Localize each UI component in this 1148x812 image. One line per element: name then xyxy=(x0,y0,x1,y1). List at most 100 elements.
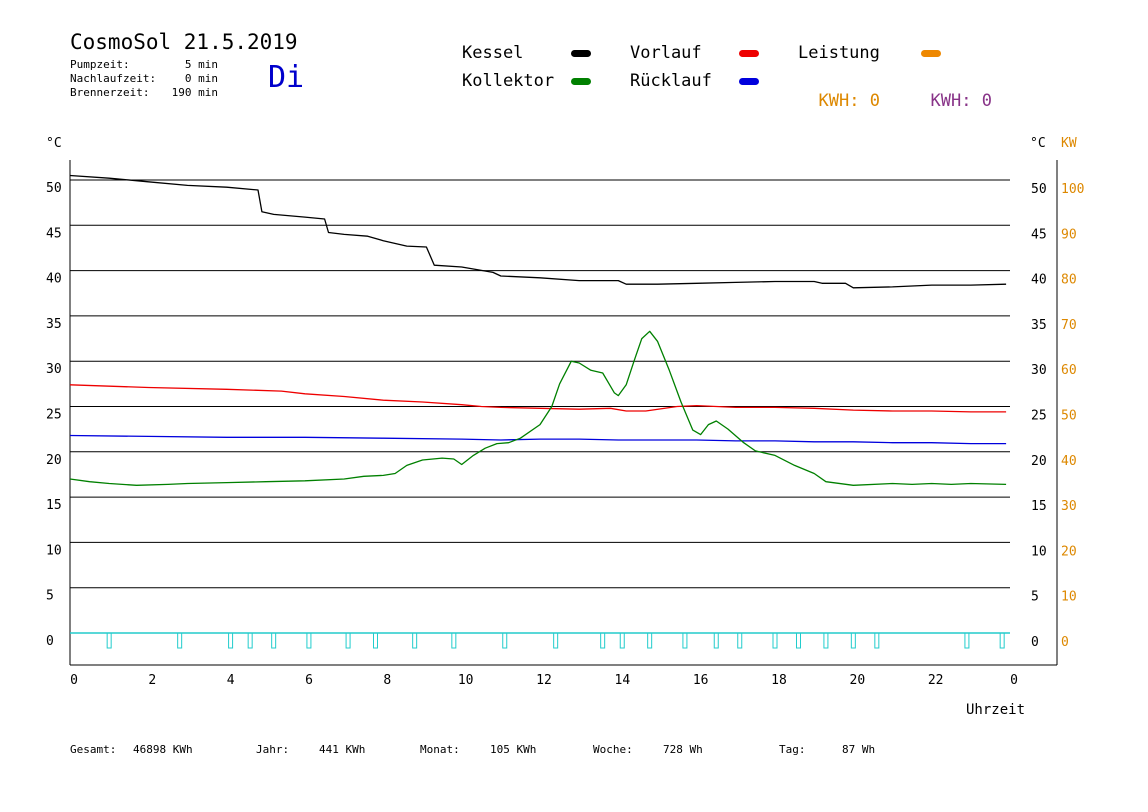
legend-vorlauf-label: Vorlauf xyxy=(630,43,702,63)
pump-pulse-1 xyxy=(177,632,183,649)
chart-title: CosmoSol 21.5.2019 xyxy=(70,30,298,54)
pump-pulse-17 xyxy=(737,632,743,649)
series-line-kollektor xyxy=(69,330,1007,486)
y-tick-right-10: 10 xyxy=(1031,544,1047,559)
x-tick-4: 8 xyxy=(383,673,391,688)
y-tick-left-40: 40 xyxy=(46,272,62,287)
x-tick-1: 2 xyxy=(148,673,156,688)
footer-jahr-label: Jahr: xyxy=(256,743,290,756)
kw-tick-70: 70 xyxy=(1061,318,1077,333)
pump-pulse-6 xyxy=(345,632,351,649)
pump-pulse-13 xyxy=(619,632,625,649)
series-line-ruecklauf xyxy=(69,434,1007,445)
legend-kwh-orange: KWH: 0 xyxy=(798,71,880,111)
x-tick-8: 16 xyxy=(693,673,709,688)
right-axis-unit-kw: KW xyxy=(1061,136,1077,151)
y-tick-left-20: 20 xyxy=(46,453,62,468)
y-tick-right-30: 30 xyxy=(1031,363,1047,378)
footer-monat-label: Monat: xyxy=(420,743,460,756)
y-tick-right-5: 5 xyxy=(1031,590,1039,605)
x-tick-9: 18 xyxy=(771,673,787,688)
kw-tick-30: 30 xyxy=(1061,499,1077,514)
x-tick-11: 22 xyxy=(928,673,944,688)
pump-pulse-12 xyxy=(600,632,606,649)
series-line-kessel xyxy=(69,174,1007,289)
pump-pulse-2 xyxy=(228,632,234,649)
pump-pulse-22 xyxy=(874,632,880,649)
y-tick-right-0: 0 xyxy=(1031,635,1039,650)
pump-pulse-9 xyxy=(451,632,457,649)
footer-monat-value: 105 KWh xyxy=(490,743,537,756)
info-label-brennerzeit: Brennerzeit: xyxy=(70,86,150,99)
info-value-pumpzeit: 5 min xyxy=(184,58,218,71)
left-axis-unit: °C xyxy=(46,136,62,151)
x-axis-label: Uhrzeit xyxy=(966,702,1026,718)
x-tick-7: 14 xyxy=(615,673,631,688)
legend-kessel-swatch xyxy=(571,50,591,57)
footer-gesamt-label: Gesamt: xyxy=(70,743,117,756)
legend-ruecklauf-label: Rücklauf xyxy=(630,71,712,91)
series-line-vorlauf xyxy=(69,384,1007,413)
weekday-label: Di xyxy=(268,60,305,95)
pump-pulse-3 xyxy=(247,632,253,649)
kwh-purple-value: 0 xyxy=(981,91,992,111)
y-tick-left-45: 45 xyxy=(46,226,62,241)
y-tick-right-25: 25 xyxy=(1031,409,1047,424)
kw-tick-10: 10 xyxy=(1061,590,1077,605)
kw-tick-60: 60 xyxy=(1061,363,1077,378)
pump-pulse-5 xyxy=(306,632,312,649)
kwh-purple-label: KWH: xyxy=(930,91,972,111)
legend-ruecklauf-swatch xyxy=(739,78,759,85)
pump-pulse-10 xyxy=(502,632,508,649)
pump-pulse-19 xyxy=(796,632,801,649)
info-value-nachlaufzeit: 0 min xyxy=(184,72,218,85)
legend-kollektor-label: Kollektor xyxy=(462,71,555,91)
y-tick-left-50: 50 xyxy=(46,181,62,196)
y-tick-left-25: 25 xyxy=(46,408,62,423)
x-tick-10: 20 xyxy=(850,673,866,688)
x-tick-12: 0 xyxy=(1010,673,1018,688)
y-tick-left-0: 0 xyxy=(46,634,54,649)
pump-pulse-15 xyxy=(682,632,688,649)
kw-tick-90: 90 xyxy=(1061,227,1077,242)
y-tick-right-15: 15 xyxy=(1031,499,1047,514)
footer-tag-label: Tag: xyxy=(779,743,806,756)
kwh-orange-value: 0 xyxy=(869,91,880,111)
pump-pulse-23 xyxy=(964,632,970,649)
pump-pulse-21 xyxy=(850,632,856,649)
info-label-pumpzeit: Pumpzeit: xyxy=(70,58,130,71)
right-axis-unit-c: °C xyxy=(1030,136,1046,151)
pump-pulse-4 xyxy=(271,632,277,649)
pump-pulse-16 xyxy=(713,632,719,649)
footer-tag-value: 87 Wh xyxy=(842,743,876,756)
y-tick-right-45: 45 xyxy=(1031,227,1047,242)
legend-kwh-purple: KWH: 0 xyxy=(910,71,992,111)
kw-tick-40: 40 xyxy=(1061,454,1077,469)
y-tick-right-20: 20 xyxy=(1031,454,1047,469)
y-tick-right-40: 40 xyxy=(1031,273,1047,288)
y-tick-left-30: 30 xyxy=(46,362,62,377)
pump-pulse-8 xyxy=(412,632,418,649)
pump-pulse-20 xyxy=(823,632,829,649)
y-tick-left-10: 10 xyxy=(46,543,62,558)
pump-pulse-7 xyxy=(373,632,378,649)
legend-kollektor-swatch xyxy=(571,78,591,85)
legend-vorlauf-swatch xyxy=(739,50,759,57)
kw-tick-20: 20 xyxy=(1061,544,1077,559)
legend-leistung-label: Leistung xyxy=(798,43,880,63)
y-tick-left-15: 15 xyxy=(46,498,62,513)
footer-woche-value: 728 Wh xyxy=(663,743,703,756)
pump-pulse-24 xyxy=(999,632,1005,649)
y-tick-right-35: 35 xyxy=(1031,318,1047,333)
pump-pulse-18 xyxy=(772,632,778,649)
x-tick-6: 12 xyxy=(536,673,552,688)
legend-leistung-swatch xyxy=(921,50,941,57)
y-tick-left-35: 35 xyxy=(46,317,62,332)
kw-tick-100: 100 xyxy=(1061,182,1084,197)
x-tick-5: 10 xyxy=(458,673,474,688)
y-tick-right-50: 50 xyxy=(1031,182,1047,197)
x-tick-2: 4 xyxy=(227,673,235,688)
footer-gesamt-value: 46898 KWh xyxy=(133,743,193,756)
y-tick-left-5: 5 xyxy=(46,589,54,604)
